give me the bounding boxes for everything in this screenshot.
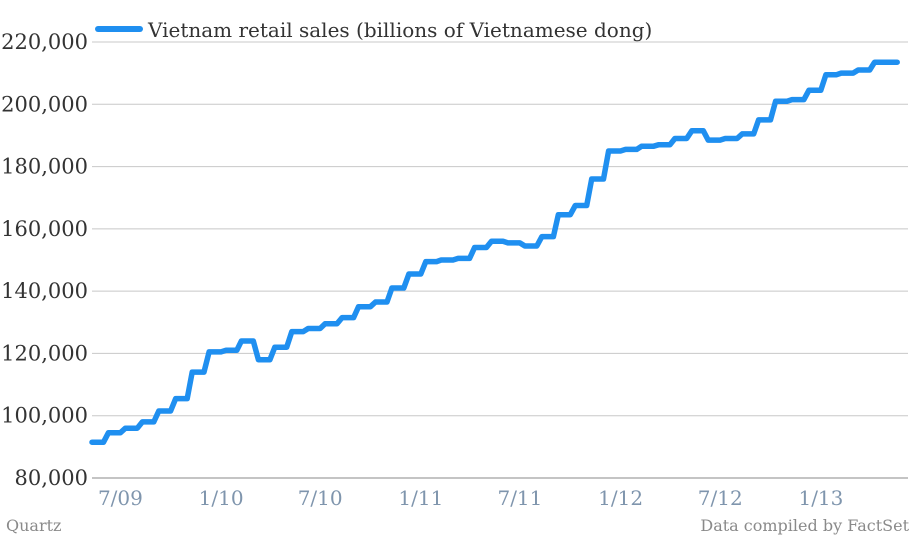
x-tick-label: 1/10 bbox=[199, 486, 244, 510]
legend-label: Vietnam retail sales (billions of Vietna… bbox=[147, 18, 652, 42]
y-tick-label: 220,000 bbox=[1, 30, 88, 54]
y-tick-label: 80,000 bbox=[15, 466, 88, 490]
x-tick-label: 7/11 bbox=[497, 486, 542, 510]
x-tick-label: 1/13 bbox=[798, 486, 843, 510]
x-tick-label: 7/09 bbox=[98, 486, 143, 510]
footer-source-left: Quartz bbox=[6, 516, 61, 535]
gridlines bbox=[92, 41, 908, 479]
x-tick-label: 1/11 bbox=[398, 486, 443, 510]
x-axis-ticks: 7/09 1/10 7/10 1/11 7/11 1/12 7/12 1/13 bbox=[98, 486, 843, 510]
y-tick-label: 100,000 bbox=[1, 404, 88, 428]
y-tick-label: 200,000 bbox=[1, 92, 88, 116]
y-tick-label: 160,000 bbox=[1, 217, 88, 241]
x-tick-label: 1/12 bbox=[598, 486, 643, 510]
x-tick-label: 7/10 bbox=[298, 486, 343, 510]
x-tick-label: 7/12 bbox=[698, 486, 743, 510]
y-tick-label: 180,000 bbox=[1, 155, 88, 179]
legend: Vietnam retail sales (billions of Vietna… bbox=[95, 18, 652, 42]
series-layer bbox=[89, 59, 900, 445]
y-tick-label: 140,000 bbox=[1, 279, 88, 303]
series-line bbox=[89, 59, 900, 445]
y-tick-label: 120,000 bbox=[1, 341, 88, 365]
y-axis-ticks: 80,000 100,000 120,000 140,000 160,000 180,00… bbox=[1, 30, 88, 490]
footer-source-right: Data compiled by FactSet bbox=[700, 516, 909, 535]
